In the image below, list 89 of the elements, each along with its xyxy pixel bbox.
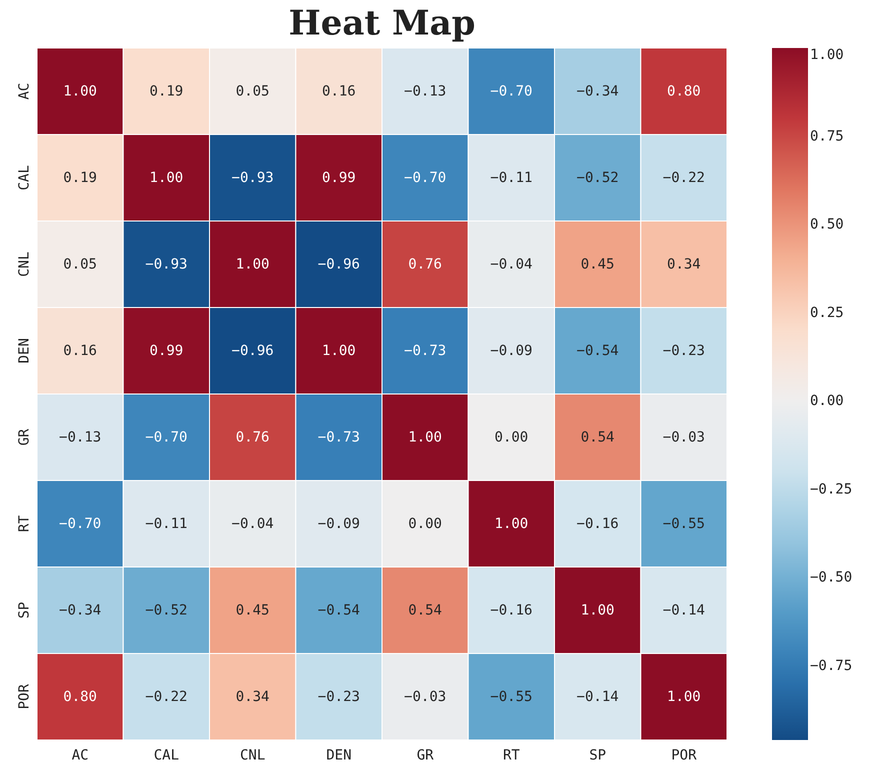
data-label: 0.54 — [580, 429, 614, 446]
data-label: 0.19 — [63, 170, 97, 186]
data-label: 1.00 — [322, 342, 356, 359]
data-label: 0.99 — [322, 170, 356, 186]
chart-title: Heat Map — [288, 4, 476, 44]
data-label: 0.16 — [63, 342, 97, 359]
data-label: −0.13 — [59, 429, 102, 446]
data-label: −0.96 — [318, 256, 360, 272]
data-label: 0.45 — [236, 602, 270, 618]
data-label: 1.00 — [494, 516, 528, 532]
data-label: 1.00 — [408, 429, 442, 446]
y-tick-label: DEN — [16, 338, 32, 364]
data-label: 0.45 — [580, 256, 614, 272]
data-label: −0.11 — [145, 516, 188, 532]
color-bar-label: −0.50 — [810, 570, 852, 586]
data-label: 1.00 — [63, 83, 97, 100]
data-label: −0.70 — [490, 83, 532, 100]
x-tick-label: AC — [72, 748, 89, 764]
data-label: 0.00 — [408, 516, 442, 532]
data-label: −0.09 — [318, 516, 360, 532]
data-label: −0.70 — [59, 516, 102, 532]
y-tick-label: CNL — [16, 252, 32, 277]
x-tick-label: CNL — [240, 748, 266, 764]
data-label: −0.13 — [404, 83, 446, 100]
x-tick-label: CAL — [154, 748, 180, 764]
data-label: 0.34 — [236, 688, 270, 705]
data-label: −0.11 — [490, 170, 532, 186]
data-label: 0.34 — [667, 256, 701, 272]
data-label: −0.55 — [490, 688, 532, 705]
data-label: −0.09 — [490, 342, 532, 359]
data-label: 1.00 — [236, 256, 270, 272]
data-label: 0.80 — [667, 83, 701, 100]
data-label: −0.23 — [662, 342, 705, 359]
data-label: −0.22 — [662, 170, 705, 186]
data-label: 0.05 — [236, 83, 270, 100]
data-label: −0.52 — [145, 602, 188, 618]
data-label: 0.76 — [236, 429, 270, 446]
data-label: 0.19 — [150, 83, 184, 100]
y-tick-label: CAL — [16, 165, 32, 190]
color-bar-label: 0.50 — [810, 216, 844, 233]
y-tick-label: GR — [16, 428, 32, 446]
x-tick-label: GR — [416, 748, 434, 764]
x-tick-label: POR — [671, 748, 698, 764]
color-bar-label: 0.00 — [810, 393, 844, 410]
color-bar-label: 1.00 — [810, 47, 844, 63]
data-label: −0.34 — [59, 602, 102, 618]
y-tick-label: POR — [16, 684, 32, 710]
data-label: −0.16 — [576, 516, 619, 532]
data-label: −0.14 — [576, 688, 619, 705]
data-label: −0.52 — [576, 170, 619, 186]
data-label: −0.54 — [576, 342, 619, 359]
data-label: −0.93 — [232, 170, 274, 186]
y-tick-label: RT — [16, 514, 32, 532]
data-label: 0.99 — [150, 342, 184, 359]
data-label: −0.16 — [490, 602, 532, 618]
data-label: 0.16 — [322, 83, 356, 100]
data-label: 1.00 — [580, 602, 614, 618]
data-label: −0.22 — [145, 688, 188, 705]
data-label: −0.96 — [232, 342, 274, 359]
data-label: −0.23 — [318, 688, 360, 705]
data-label: −0.04 — [232, 516, 274, 532]
y-tick-label: AC — [16, 82, 32, 100]
data-label: −0.93 — [145, 256, 188, 272]
data-label: −0.70 — [404, 170, 446, 186]
data-label: −0.34 — [576, 83, 619, 100]
data-label: 0.54 — [408, 602, 442, 618]
color-bar-label: −0.25 — [810, 481, 852, 498]
data-label: 0.76 — [408, 256, 442, 272]
data-label: −0.73 — [318, 429, 360, 446]
data-label: −0.55 — [662, 516, 705, 532]
y-tick-label: SP — [16, 602, 32, 619]
color-bar-label: 0.75 — [810, 128, 844, 144]
color-bar-label: 0.25 — [810, 304, 844, 321]
data-label: −0.03 — [662, 429, 705, 446]
data-label: −0.14 — [662, 602, 705, 618]
data-label: 1.00 — [667, 688, 701, 705]
data-label: −0.03 — [404, 688, 446, 705]
data-label: −0.04 — [490, 256, 532, 272]
color-bar-label: −0.75 — [810, 658, 852, 674]
x-tick-label: DEN — [326, 748, 352, 764]
data-label: 0.80 — [63, 688, 97, 705]
data-label: 1.00 — [150, 170, 184, 186]
data-label: −0.73 — [404, 342, 446, 359]
data-label: 0.00 — [494, 429, 528, 446]
data-label: −0.70 — [145, 429, 188, 446]
data-label: −0.54 — [318, 602, 360, 618]
data-label: 0.05 — [63, 256, 97, 272]
x-tick-label: RT — [502, 748, 520, 764]
x-tick-label: SP — [589, 748, 606, 764]
